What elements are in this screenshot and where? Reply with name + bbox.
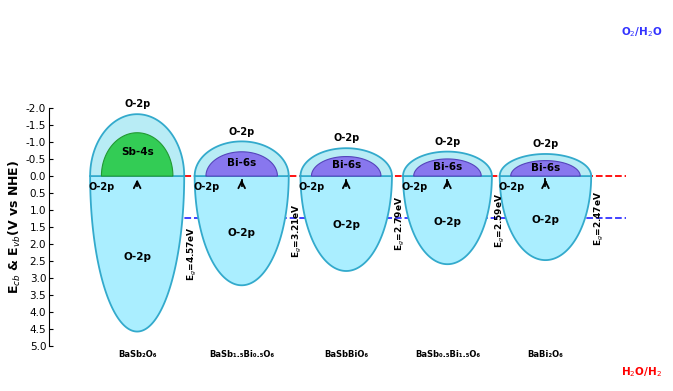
- Text: O-2p: O-2p: [434, 137, 460, 147]
- Text: O-2p: O-2p: [299, 182, 325, 192]
- Text: BaSb₀.₅Bi₁.₅O₆: BaSb₀.₅Bi₁.₅O₆: [415, 350, 480, 359]
- Polygon shape: [312, 156, 381, 176]
- Polygon shape: [194, 142, 289, 176]
- Text: BaBi₂O₆: BaBi₂O₆: [528, 350, 563, 359]
- Y-axis label: E$_{cb}$ & E$_{vb}$(V vs NHE): E$_{cb}$ & E$_{vb}$(V vs NHE): [7, 160, 23, 294]
- Text: O-2p: O-2p: [229, 127, 255, 136]
- Text: E$_{g}$=2.79eV: E$_{g}$=2.79eV: [394, 196, 407, 251]
- Text: O-2p: O-2p: [332, 221, 360, 230]
- Polygon shape: [90, 114, 184, 176]
- Text: BaSb₂O₆: BaSb₂O₆: [118, 350, 156, 359]
- Polygon shape: [206, 152, 277, 176]
- Text: O-2p: O-2p: [401, 182, 427, 192]
- Text: Bi-6s: Bi-6s: [227, 158, 256, 168]
- Text: Sb-4s: Sb-4s: [120, 147, 153, 157]
- Polygon shape: [403, 152, 492, 176]
- Text: E$_{g}$=2.59eV: E$_{g}$=2.59eV: [494, 192, 507, 248]
- Text: O$_2$/H$_2$O: O$_2$/H$_2$O: [621, 25, 662, 39]
- Text: E$_{g}$=4.57eV: E$_{g}$=4.57eV: [186, 226, 199, 281]
- Text: O-2p: O-2p: [333, 133, 359, 143]
- Polygon shape: [90, 176, 184, 332]
- Text: O-2p: O-2p: [433, 217, 462, 227]
- Polygon shape: [194, 176, 289, 285]
- Text: E$_{g}$=2.47eV: E$_{g}$=2.47eV: [593, 190, 606, 246]
- Text: O-2p: O-2p: [227, 228, 256, 238]
- Polygon shape: [500, 176, 591, 260]
- Text: O-2p: O-2p: [193, 182, 219, 192]
- Polygon shape: [300, 176, 392, 271]
- Polygon shape: [511, 161, 580, 176]
- Polygon shape: [403, 176, 492, 264]
- Text: BaSbBiO₆: BaSbBiO₆: [324, 350, 368, 359]
- Text: Bi-6s: Bi-6s: [433, 161, 462, 172]
- Text: O-2p: O-2p: [532, 139, 559, 149]
- Text: O-2p: O-2p: [89, 182, 115, 192]
- Text: O-2p: O-2p: [123, 252, 151, 262]
- Text: BaSb₁.₅Bi₀.₅O₆: BaSb₁.₅Bi₀.₅O₆: [209, 350, 275, 359]
- Text: O-2p: O-2p: [124, 99, 150, 109]
- Polygon shape: [300, 148, 392, 176]
- Text: E$_{g}$=3.21eV: E$_{g}$=3.21eV: [291, 203, 304, 258]
- Polygon shape: [102, 133, 173, 176]
- Text: O-2p: O-2p: [532, 215, 559, 225]
- Text: H$_2$O/H$_2$: H$_2$O/H$_2$: [621, 365, 662, 379]
- Text: O-2p: O-2p: [498, 182, 524, 192]
- Text: Bi-6s: Bi-6s: [332, 160, 361, 170]
- Text: Bi-6s: Bi-6s: [531, 163, 560, 172]
- Polygon shape: [500, 154, 591, 176]
- Polygon shape: [414, 159, 481, 176]
